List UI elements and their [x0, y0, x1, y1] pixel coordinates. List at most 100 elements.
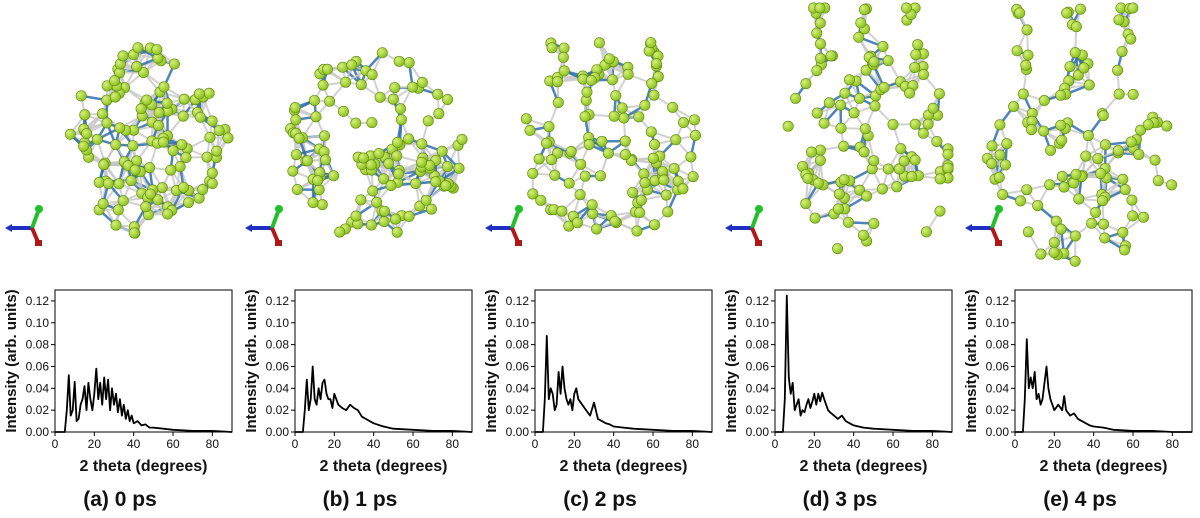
y-axis-label: Intensity (arb. units): [723, 289, 740, 432]
atom: [839, 87, 851, 99]
atom: [652, 71, 664, 83]
y-tick-label: 0.06: [506, 359, 530, 373]
atoms: [64, 42, 234, 239]
atom: [379, 205, 391, 217]
atom: [1022, 49, 1034, 61]
x-tick-label: 20: [1048, 437, 1062, 451]
atom: [1032, 200, 1044, 212]
atom: [144, 188, 156, 200]
triad-z-arrow: [515, 240, 522, 246]
atom: [858, 4, 870, 16]
atom: [365, 159, 377, 171]
y-tick-label: 0.06: [26, 359, 50, 373]
atom: [927, 102, 939, 114]
molecular-structure-b: [245, 47, 468, 246]
atom: [1058, 181, 1070, 193]
atom: [825, 50, 837, 62]
y-tick-label: 0.10: [266, 316, 290, 330]
y-tick-label: 0.04: [266, 381, 290, 395]
x-tick-label: 80: [1166, 437, 1180, 451]
molecular-structure-d: [725, 2, 954, 255]
atom: [1014, 7, 1026, 19]
y-tick-label: 0.08: [266, 338, 290, 352]
atom: [533, 153, 545, 165]
atom: [324, 95, 336, 107]
atom: [591, 223, 603, 235]
triad-y-axis: [750, 211, 760, 229]
triad-y-axis: [270, 211, 280, 229]
atom: [667, 101, 679, 113]
atom: [289, 102, 301, 114]
atom: [922, 118, 934, 130]
atoms: [520, 37, 702, 237]
x-tick-label: 60: [406, 437, 420, 451]
atom: [393, 168, 405, 180]
atom: [131, 61, 143, 73]
atom: [942, 148, 954, 160]
atom: [635, 194, 647, 206]
atom: [900, 2, 912, 14]
atom: [110, 139, 122, 151]
atom: [153, 107, 165, 119]
atoms: [285, 47, 468, 238]
atom: [603, 53, 615, 65]
atom: [608, 110, 620, 122]
axis-triad-icon: [965, 205, 1003, 246]
x-axis-label: 2 theta (degrees): [799, 458, 927, 475]
atom: [135, 103, 147, 115]
atom: [1008, 101, 1020, 113]
atom: [909, 154, 921, 166]
intensity-series-line: [1015, 338, 1192, 433]
x-tick-label: 60: [886, 437, 900, 451]
triad-y-axis: [510, 211, 520, 229]
atom: [782, 120, 794, 132]
atom: [317, 79, 329, 91]
atom: [152, 120, 164, 132]
atom: [986, 158, 998, 170]
atom: [357, 152, 369, 164]
triad-y-arrow: [515, 205, 523, 213]
atom: [367, 185, 379, 197]
atom: [156, 182, 168, 194]
atom: [1090, 206, 1102, 218]
atom: [546, 42, 558, 54]
atom: [811, 107, 823, 119]
atom: [340, 76, 352, 88]
atom: [350, 117, 362, 129]
atom: [194, 111, 206, 123]
atom: [552, 97, 564, 109]
atom: [647, 152, 659, 164]
atom: [814, 2, 826, 14]
xrd-plot-d: 0.00 0.02 0.04 0.06 0.08 0.10 0.12 0 20 40 60 80 2 t…: [723, 289, 953, 475]
atom: [157, 136, 169, 148]
atom: [1069, 47, 1081, 59]
x-tick-label: 20: [328, 437, 342, 451]
atom: [127, 140, 139, 152]
atom: [416, 156, 428, 168]
atom: [365, 219, 377, 231]
triad-z-arrow: [755, 240, 762, 246]
intensity-series-line: [535, 335, 713, 433]
atom: [1020, 59, 1032, 71]
atoms: [981, 2, 1178, 267]
atom: [823, 97, 835, 109]
atom: [102, 177, 114, 189]
atom: [1021, 24, 1033, 36]
atom: [366, 117, 378, 129]
atom: [934, 173, 946, 185]
atom: [355, 79, 367, 91]
triad-x-arrow: [5, 224, 12, 232]
atom: [878, 81, 890, 93]
atom: [1048, 236, 1060, 248]
atom: [313, 184, 325, 196]
atom: [687, 171, 699, 183]
atom: [141, 94, 153, 106]
triad-y-arrow: [275, 205, 283, 213]
atom: [868, 218, 880, 230]
atom: [201, 151, 213, 163]
y-tick-label: 0.02: [26, 403, 50, 417]
atom: [1086, 217, 1098, 229]
atom: [882, 55, 894, 67]
triad-z-axis: [270, 227, 280, 243]
y-tick-label: 0.00: [986, 425, 1010, 439]
